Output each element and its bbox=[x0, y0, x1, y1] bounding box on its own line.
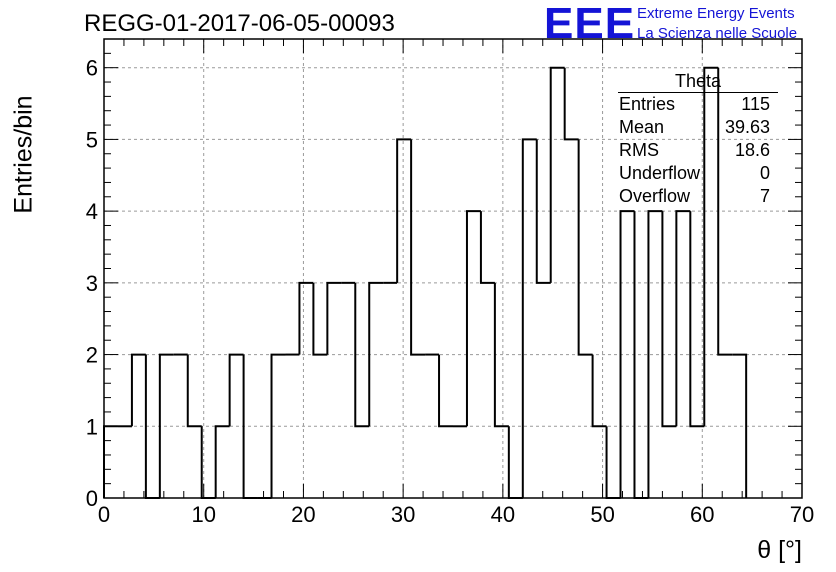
stats-value: 0 bbox=[759, 163, 770, 183]
histogram-bin bbox=[465, 210, 481, 427]
histogram-bin bbox=[689, 211, 705, 428]
x-tick-label: 40 bbox=[491, 502, 515, 527]
histogram-bin bbox=[675, 210, 691, 427]
histogram-bin bbox=[661, 211, 677, 428]
histogram-bin bbox=[228, 353, 244, 427]
stats-label: Underflow bbox=[619, 163, 701, 183]
histogram-bin bbox=[605, 426, 621, 499]
histogram-bin bbox=[396, 138, 412, 283]
y-axis-label: Entries/bin bbox=[9, 95, 38, 214]
stats-row-rms: RMS 18.6 bbox=[610, 139, 778, 162]
x-tick-label: 70 bbox=[790, 502, 814, 527]
histogram-bin bbox=[717, 67, 733, 356]
histogram-bin bbox=[549, 66, 565, 283]
y-tick-label: 6 bbox=[86, 56, 98, 81]
x-tick-label: 20 bbox=[291, 502, 315, 527]
axis-ticks bbox=[103, 38, 803, 499]
histogram-bin bbox=[158, 353, 174, 498]
histogram-bin bbox=[535, 139, 551, 284]
x-axis-label: θ [°] bbox=[757, 536, 802, 564]
histogram-bin bbox=[647, 210, 663, 498]
histogram-bin bbox=[703, 66, 719, 427]
stats-value: 7 bbox=[759, 186, 770, 206]
stats-label: Mean bbox=[619, 117, 665, 137]
histogram-bin bbox=[130, 353, 146, 427]
stats-box: Theta Entries 115 Mean 39.63 RMS 18.6 Un… bbox=[610, 70, 778, 208]
stats-row-overflow: Overflow 7 bbox=[610, 185, 778, 208]
stats-row-underflow: Underflow 0 bbox=[610, 162, 778, 185]
eee-logo: EEE bbox=[544, 0, 636, 48]
x-tick-label: 50 bbox=[590, 502, 614, 527]
histogram-bin bbox=[368, 281, 384, 427]
logo-subtitle-2: La Scienza nelle Scuole bbox=[637, 25, 798, 42]
y-tick-label: 1 bbox=[86, 414, 98, 439]
stats-value: 115 bbox=[741, 94, 770, 114]
chart-title: REGG-01-2017-06-05-00093 bbox=[84, 10, 395, 37]
histogram-bin bbox=[214, 425, 230, 498]
stats-value: 39.63 bbox=[724, 117, 770, 137]
stats-title: Theta bbox=[618, 70, 778, 93]
stats-label: RMS bbox=[619, 140, 659, 160]
x-tick-label: 60 bbox=[690, 502, 714, 527]
histogram-bin bbox=[493, 282, 509, 428]
histogram-bin bbox=[326, 281, 342, 355]
histogram-bin bbox=[410, 139, 426, 356]
histogram-bin bbox=[438, 354, 453, 428]
histogram-bin bbox=[354, 282, 370, 428]
y-tick-label: 5 bbox=[86, 127, 98, 152]
stats-label: Entries bbox=[619, 94, 676, 114]
histogram-bin bbox=[103, 425, 118, 498]
y-tick-label: 3 bbox=[86, 271, 98, 296]
histogram-bin bbox=[298, 281, 314, 355]
x-tick-label: 0 bbox=[98, 502, 110, 527]
histogram-bin bbox=[591, 354, 607, 428]
x-tick-label: 10 bbox=[191, 502, 215, 527]
histogram-bin bbox=[619, 210, 635, 498]
histogram-bin bbox=[563, 67, 579, 141]
x-tick-label: 30 bbox=[391, 502, 415, 527]
logo-subtitle-1: Extreme Energy Events bbox=[637, 5, 795, 22]
histogram-bin bbox=[507, 426, 523, 499]
histogram-bin bbox=[577, 139, 593, 356]
stats-label: Overflow bbox=[619, 186, 691, 206]
stats-row-entries: Entries 115 bbox=[610, 93, 778, 116]
histogram-bin bbox=[186, 354, 202, 428]
stats-value: 18.6 bbox=[734, 140, 770, 160]
stats-row-mean: Mean 39.63 bbox=[610, 116, 778, 139]
histogram-bin bbox=[521, 138, 537, 498]
y-tick-labels: 0 1 2 3 4 5 6 bbox=[86, 56, 98, 511]
x-tick-labels: 0 10 20 30 40 50 60 70 bbox=[98, 502, 814, 527]
histogram-bin bbox=[270, 353, 286, 498]
histogram-bin bbox=[732, 353, 748, 498]
histogram-bin bbox=[479, 211, 495, 284]
y-tick-label: 2 bbox=[86, 343, 98, 368]
y-tick-label: 4 bbox=[86, 199, 98, 224]
y-tick-label: 0 bbox=[86, 486, 98, 511]
histogram-bin bbox=[312, 282, 328, 356]
